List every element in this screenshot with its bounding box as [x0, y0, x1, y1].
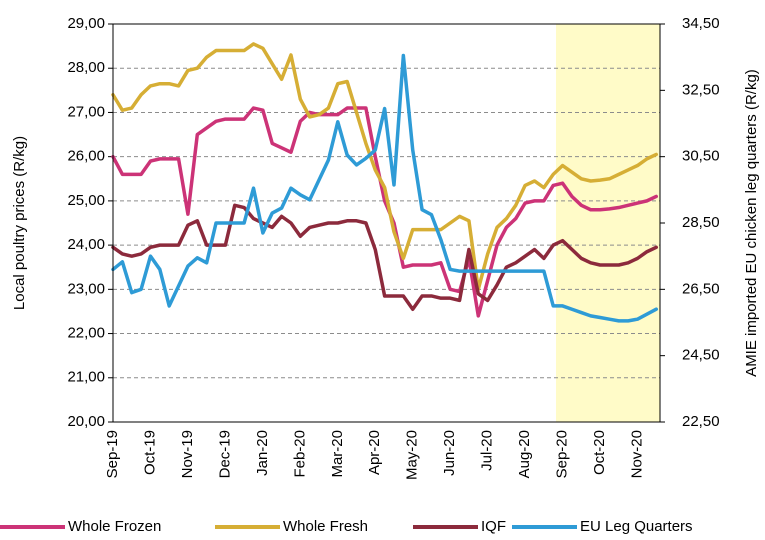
- legend-label: Whole Frozen: [68, 518, 161, 535]
- y2-tick-label: 24,50: [682, 347, 720, 364]
- y-tick-label: 25,00: [67, 192, 105, 209]
- x-tick-label: Apr-20: [366, 430, 383, 475]
- y-axis-label: Local poultry prices (R/kg): [11, 136, 28, 310]
- series-line: [111, 53, 658, 323]
- x-tick-label: Jun-20: [441, 430, 458, 476]
- x-tick-label: Nov-19: [179, 430, 196, 478]
- x-tick-label: Feb-20: [291, 430, 308, 478]
- x-tick-label: Sep-19: [104, 430, 121, 478]
- x-tick-label: Sep-20: [554, 430, 571, 478]
- x-tick-label: Oct-20: [591, 430, 608, 475]
- y2-tick-label: 28,50: [682, 214, 720, 231]
- legend-label: Whole Fresh: [283, 518, 368, 535]
- y2-tick-label: 26,50: [682, 280, 720, 297]
- forecast-region: [556, 24, 660, 422]
- x-tick-label: Mar-20: [329, 430, 346, 478]
- plot-border: [112, 23, 661, 423]
- x-tick-label: Nov-20: [628, 430, 645, 478]
- series-line: [111, 203, 658, 311]
- legend-label: EU Leg Quarters: [580, 518, 693, 535]
- y-tick-label: 24,00: [67, 236, 105, 253]
- y-tick-label: 29,00: [67, 15, 105, 32]
- y-tick-label: 26,00: [67, 148, 105, 165]
- series-line: [111, 106, 658, 318]
- y-tick-label: 27,00: [67, 103, 105, 120]
- x-tick-label: Dec-19: [216, 430, 233, 478]
- y-tick-label: 23,00: [67, 280, 105, 297]
- x-tick-label: Jul-20: [479, 430, 496, 471]
- y2-tick-label: 30,50: [682, 148, 720, 165]
- x-tick-label: Oct-19: [141, 430, 158, 475]
- x-tick-label: May-20: [404, 430, 421, 480]
- x-tick-label: Jan-20: [254, 430, 271, 476]
- legend-label: IQF: [481, 518, 506, 535]
- y-tick-label: 20,00: [67, 413, 105, 430]
- y-tick-label: 21,00: [67, 369, 105, 386]
- x-tick-label: Aug-20: [516, 430, 533, 478]
- y-tick-label: 28,00: [67, 59, 105, 76]
- y2-tick-label: 34,50: [682, 15, 720, 32]
- y2-axis-label: AMIE imported EU chicken leg quarters (R…: [743, 69, 760, 377]
- y-tick-label: 22,00: [67, 325, 105, 342]
- y2-tick-label: 22,50: [682, 413, 720, 430]
- y2-tick-label: 32,50: [682, 81, 720, 98]
- series-line: [111, 42, 658, 292]
